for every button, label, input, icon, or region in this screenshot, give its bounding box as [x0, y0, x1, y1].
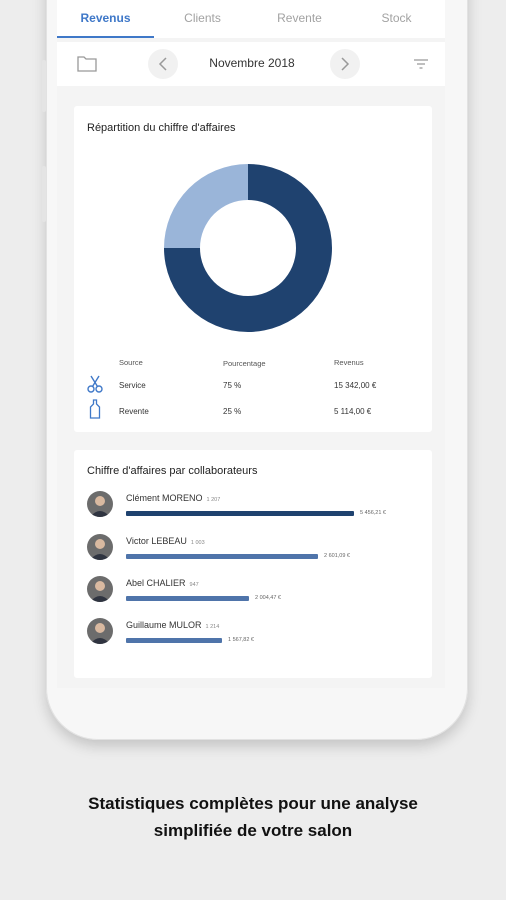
source-service: Service — [119, 381, 146, 390]
revenue-bar-value: 5 456,21 € — [360, 510, 386, 516]
tab-clients[interactable]: Clients — [184, 11, 221, 25]
revenue-revente: 5 114,00 € — [334, 407, 372, 416]
next-month-button[interactable] — [330, 49, 360, 79]
column-header-revenue: Revenus — [334, 358, 364, 367]
collaborator-name: Victor LEBEAU 1 003 — [126, 536, 205, 546]
bottle-icon — [89, 399, 101, 419]
tab-bar: Revenus Clients Revente Stock — [57, 0, 445, 38]
donut-slice-revente[interactable] — [164, 164, 248, 248]
caption-line-1: Statistiques complètes pour une analyse — [88, 794, 418, 813]
app-screen: Revenus Clients Revente Stock Novembre 2… — [57, 0, 445, 688]
revenue-bar — [126, 511, 354, 516]
tab-revente[interactable]: Revente — [277, 11, 322, 25]
revenue-bar-value: 1 567,82 € — [228, 637, 254, 643]
revenue-bar-value: 2 601,09 € — [324, 553, 350, 559]
folder-icon[interactable] — [77, 55, 97, 72]
caption-line-2: simplifiée de votre salon — [153, 821, 353, 840]
source-revente: Revente — [119, 407, 149, 416]
prev-month-button[interactable] — [148, 49, 178, 79]
filter-icon[interactable] — [413, 58, 429, 70]
month-label: Novembre 2018 — [209, 56, 295, 70]
chevron-right-icon — [341, 57, 350, 71]
collaborator-name-text: Victor LEBEAU — [126, 536, 187, 546]
collaborator-count: 1 214 — [205, 624, 220, 630]
month-selector: Novembre 2018 — [57, 42, 445, 86]
revenue-bar-value: 2 004,47 € — [255, 595, 281, 601]
donut-chart — [164, 164, 332, 332]
card-title: Répartition du chiffre d'affaires — [87, 122, 236, 134]
collaborators-card: Chiffre d'affaires par collaborateurs Cl… — [74, 450, 432, 678]
avatar — [87, 491, 113, 517]
marketing-caption: Statistiques complètes pour une analyse … — [0, 790, 506, 844]
donut-slice-service[interactable] — [164, 164, 332, 332]
column-header-percent: Pourcentage — [223, 359, 266, 368]
collaborator-count: 947 — [189, 582, 199, 588]
collaborator-count: 1 207 — [206, 497, 221, 503]
collaborator-name: Clément MORENO 1 207 — [126, 493, 220, 503]
chevron-left-icon — [158, 57, 167, 71]
percent-service: 75 % — [223, 381, 242, 390]
collaborator-name-text: Guillaume MULOR — [126, 620, 202, 630]
revenue-bar — [126, 596, 249, 601]
revenue-bar — [126, 638, 222, 643]
phone-side-button — [42, 60, 46, 112]
column-header-source: Source — [119, 358, 143, 367]
revenue-service: 15 342,00 € — [334, 381, 377, 390]
collaborator-name: Guillaume MULOR 1 214 — [126, 620, 219, 630]
revenue-distribution-card: Répartition du chiffre d'affaires Source… — [74, 106, 432, 432]
percent-revente: 25 % — [223, 407, 242, 416]
collaborator-name-text: Clément MORENO — [126, 493, 203, 503]
avatar — [87, 618, 113, 644]
collaborator-name: Abel CHALIER 947 — [126, 578, 199, 588]
phone-side-button — [42, 166, 46, 222]
card-title: Chiffre d'affaires par collaborateurs — [87, 465, 258, 477]
collaborator-name-text: Abel CHALIER — [126, 578, 186, 588]
avatar — [87, 576, 113, 602]
tab-revenus[interactable]: Revenus — [57, 0, 154, 38]
collaborator-count: 1 003 — [190, 540, 205, 546]
revenue-bar — [126, 554, 318, 559]
avatar — [87, 534, 113, 560]
scissors-icon — [87, 375, 103, 393]
tab-stock[interactable]: Stock — [381, 11, 412, 25]
